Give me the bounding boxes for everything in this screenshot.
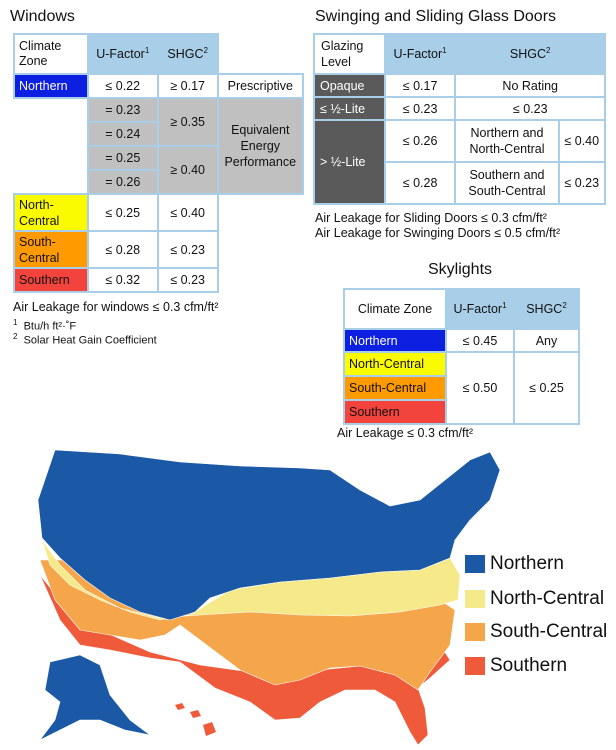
windows-header-zone: Climate Zone [13, 33, 89, 75]
legend-swatch-southern [465, 657, 485, 675]
skylights-u-others: ≤ 0.50 [445, 351, 515, 425]
skylights-header-shgc: SHGC2 [513, 288, 580, 330]
windows-shgc-040: ≥ 0.40 [156, 145, 219, 195]
windows-shgc-southern: ≤ 0.23 [156, 267, 219, 293]
skylights-shgc-others: ≤ 0.25 [513, 351, 580, 425]
doors-shgc-south: ≤ 0.23 [557, 161, 606, 205]
windows-zone-south-central: South-Central [13, 230, 89, 269]
windows-u-023: = 0.23 [86, 97, 159, 123]
doors-u-half: ≤ 0.23 [383, 96, 457, 121]
doors-title: Swinging and Sliding Glass Doors [315, 8, 557, 25]
windows-title: Windows [10, 8, 75, 25]
windows-u-southern: ≤ 0.32 [86, 267, 159, 293]
legend-north-central: North-Central [465, 588, 604, 610]
skylights-table: Climate Zone U-Factor1 SHGC2 Northern ≤ … [343, 288, 580, 425]
map-alaska [39, 654, 151, 741]
skylights-header-zone: Climate Zone [343, 288, 447, 330]
windows-u-025: = 0.25 [86, 145, 159, 171]
doors-level-opaque: Opaque [313, 73, 386, 98]
doors-u-opaque: ≤ 0.17 [383, 73, 457, 98]
windows-u-south-central: ≤ 0.28 [86, 230, 159, 269]
doors-table: Glazing Level U-Factor1 SHGC2 Opaque ≤ 0… [313, 33, 606, 205]
skylights-air-leakage: Air Leakage ≤ 0.3 cfm/ft² [337, 426, 474, 440]
windows-shgc-035: ≥ 0.35 [156, 97, 219, 147]
map-zone-northern [37, 449, 501, 621]
windows-path-prescriptive: Prescriptive [216, 73, 305, 99]
windows-shgc-south-central: ≤ 0.23 [156, 230, 219, 269]
windows-u-024: = 0.24 [86, 121, 159, 147]
doors-air-sliding: Air Leakage for Sliding Doors ≤ 0.3 cfm/… [315, 211, 547, 225]
windows-zone-northern: Northern [13, 73, 89, 99]
doors-zone-south: Southern and South-Central [454, 161, 560, 205]
doors-header-ufactor: U-Factor1 [383, 33, 457, 75]
windows-zone-north-central: North-Central [13, 193, 89, 232]
windows-table: Climate Zone U-Factor1 SHGC2 Northern ≤ … [13, 33, 305, 293]
doors-level-more: > ½-Lite [313, 119, 386, 205]
skylights-zone-southern: Southern [343, 399, 447, 425]
windows-shgc-northern: ≥ 0.17 [156, 73, 219, 99]
doors-u-south: ≤ 0.28 [383, 161, 457, 205]
doors-shgc-north: ≤ 0.40 [557, 119, 606, 163]
windows-u-026: = 0.26 [86, 169, 159, 195]
doors-header-shgc: SHGC2 [454, 33, 606, 75]
skylights-title: Skylights [428, 261, 493, 278]
skylights-header-ufactor: U-Factor1 [445, 288, 515, 330]
doors-zone-north: Northern and North-Central [454, 119, 560, 163]
doors-u-north: ≤ 0.26 [383, 119, 457, 163]
windows-air-leakage: Air Leakage for windows ≤ 0.3 cfm/ft² [13, 300, 219, 314]
doors-level-half: ≤ ½-Lite [313, 96, 386, 121]
windows-footnote-1: 1 Btu/h ft²·˚F [13, 318, 77, 333]
legend-northern: Northern [465, 553, 564, 575]
doors-header-level: Glazing Level [313, 33, 386, 75]
windows-footnote-2: 2 Solar Heat Gain Coefficient [13, 332, 157, 347]
climate-zone-map [37, 449, 501, 746]
doors-shgc-opaque: No Rating [454, 73, 606, 98]
windows-u-north-central: ≤ 0.25 [86, 193, 159, 232]
skylights-zone-northern: Northern [343, 328, 447, 353]
windows-u-northern: ≤ 0.22 [86, 73, 159, 99]
legend-swatch-north-central [465, 590, 485, 608]
skylights-u-northern: ≤ 0.45 [445, 328, 515, 353]
skylights-zone-north-central: North-Central [343, 351, 447, 377]
map-hawaii [175, 703, 216, 736]
windows-path-equivalent: Equivalent Energy Performance [216, 97, 305, 195]
skylights-shgc-northern: Any [513, 328, 580, 353]
doors-air-swinging: Air Leakage for Swinging Doors ≤ 0.5 cfm… [315, 226, 561, 240]
doors-shgc-half: ≤ 0.23 [454, 96, 606, 121]
legend-swatch-northern [465, 555, 485, 573]
legend-swatch-south-central [465, 623, 485, 641]
legend-south-central: South-Central [465, 621, 607, 643]
skylights-zone-south-central: South-Central [343, 375, 447, 401]
legend-southern: Southern [465, 655, 567, 677]
windows-header-ufactor: U-Factor1 [86, 33, 159, 75]
windows-zone-southern: Southern [13, 267, 89, 293]
windows-shgc-north-central: ≤ 0.40 [156, 193, 219, 232]
windows-header-shgc: SHGC2 [156, 33, 219, 75]
